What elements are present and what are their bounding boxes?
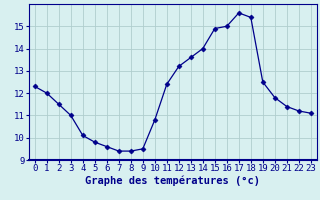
X-axis label: Graphe des températures (°c): Graphe des températures (°c)	[85, 176, 260, 186]
